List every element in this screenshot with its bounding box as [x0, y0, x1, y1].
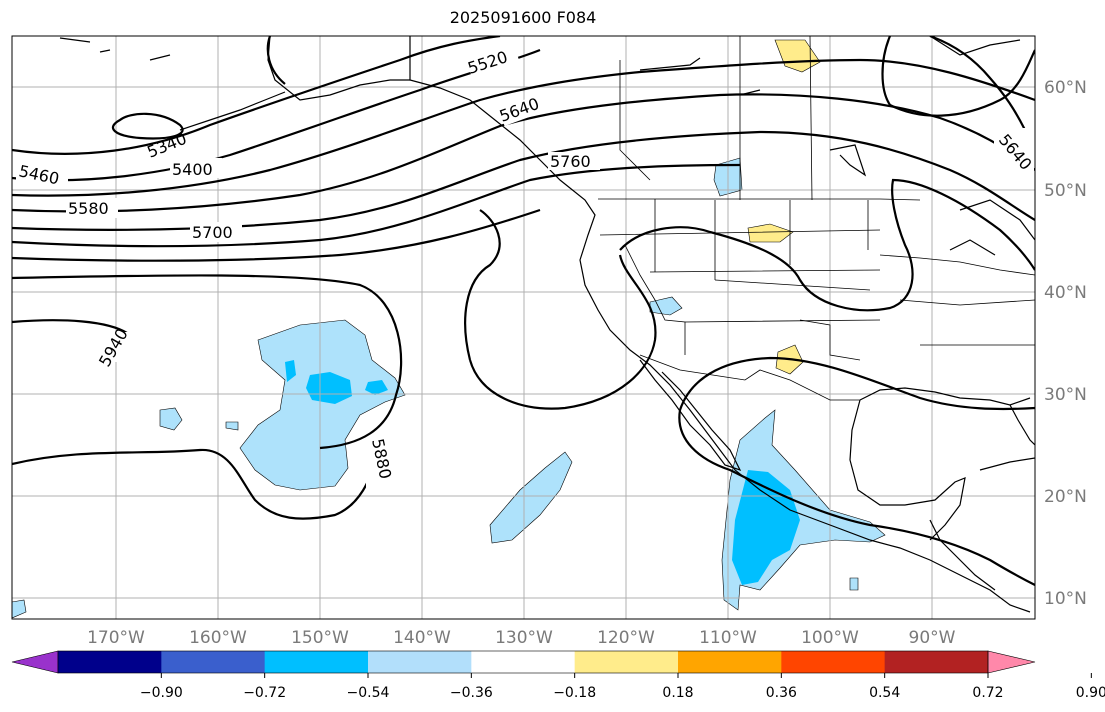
lat-tick-label: 60°N — [1044, 78, 1087, 98]
lat-tick-label: 10°N — [1044, 589, 1087, 609]
colorbar-segment — [58, 651, 162, 673]
colorbar-extend-min — [11, 650, 59, 674]
lat-tick-label: 50°N — [1044, 181, 1087, 201]
colorbar: −0.90 −0.72 −0.54 −0.36 −0.18 0.18 0.36 0.54 0.7… — [11, 650, 1105, 701]
colorbar-segment — [368, 651, 472, 673]
lon-tick-label: 120°W — [597, 628, 655, 648]
colorbar-tick-label: −0.54 — [347, 685, 390, 701]
lon-tick-label: 90°W — [909, 628, 956, 648]
negative-anomaly-core — [306, 372, 352, 404]
map-title: 2025091600 F084 — [449, 8, 597, 27]
colorbar-segment — [678, 651, 782, 673]
lon-tick-label: 150°W — [291, 628, 349, 648]
colorbar-extend-max — [987, 650, 1036, 674]
contour-label: 5400 — [172, 160, 213, 179]
colorbar-tick-label: 0.90 — [1076, 685, 1105, 701]
colorbar-segment — [781, 651, 886, 673]
lon-tick-label: 110°W — [699, 628, 757, 648]
lon-tick-label: 140°W — [393, 628, 451, 648]
lon-tick-label: 160°W — [189, 628, 247, 648]
lon-tick-label: 130°W — [495, 628, 553, 648]
colorbar-segment — [884, 651, 989, 673]
colorbar-frame — [57, 650, 989, 674]
contour-label: 5760 — [550, 152, 591, 171]
colorbar-tick-label: 0.54 — [869, 685, 900, 701]
political-borders — [598, 36, 1035, 401]
lat-tick-label: 40°N — [1044, 283, 1087, 303]
colorbar-segment — [264, 651, 369, 673]
negative-anomaly-area — [239, 319, 406, 491]
colorbar-tick-label: −0.18 — [553, 685, 596, 701]
lon-tick-label: 100°W — [801, 628, 859, 648]
colorbar-segment — [161, 651, 266, 673]
latitude-axis: 60°N 50°N 40°N 30°N 20°N 10°N — [1044, 78, 1087, 609]
colorbar-tick-label: 0.72 — [972, 685, 1003, 701]
map-panel: 5520 5640 5760 5340 5400 5460 5580 5700 … — [12, 36, 1035, 619]
colorbar-tick-label: −0.36 — [450, 685, 493, 701]
colorbar-tick-label: −0.72 — [243, 685, 286, 701]
anomaly-shading — [12, 39, 886, 619]
colorbar-tick-label: −0.90 — [140, 685, 183, 701]
lat-tick-label: 20°N — [1044, 487, 1087, 507]
contour-label: 5580 — [68, 199, 109, 218]
lon-tick-label: 170°W — [87, 628, 145, 648]
longitude-axis: 170°W 160°W 150°W 140°W 130°W 120°W 110°… — [87, 628, 956, 648]
colorbar-segment — [574, 651, 679, 673]
contour-labels: 5520 5640 5760 5340 5400 5460 5580 5700 … — [16, 44, 1035, 492]
colorbar-tick-label: 0.18 — [662, 685, 693, 701]
colorbar-tick-label: 0.36 — [766, 685, 797, 701]
lat-tick-label: 30°N — [1044, 385, 1087, 405]
contour-label: 5700 — [192, 223, 233, 242]
colorbar-segment — [471, 651, 576, 673]
